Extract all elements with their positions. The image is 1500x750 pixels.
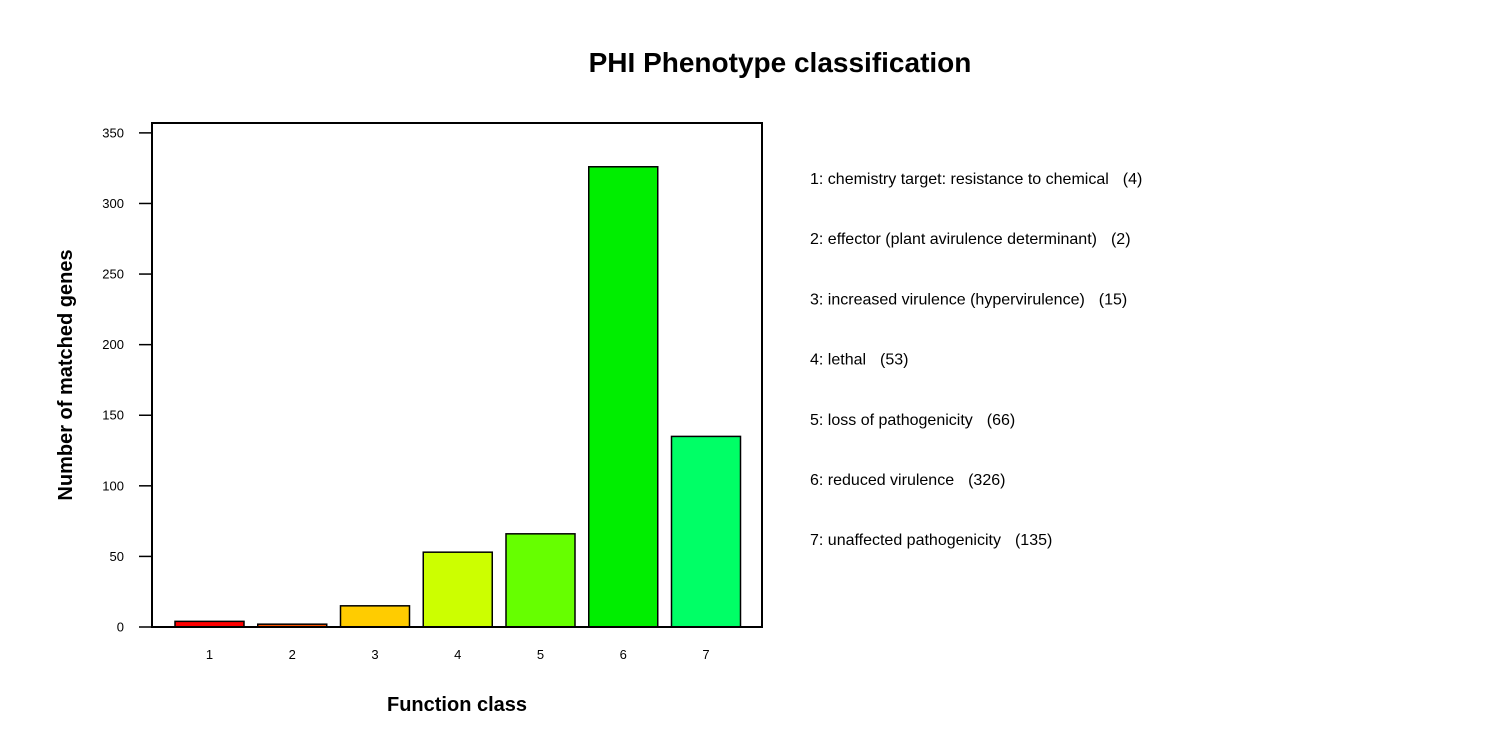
y-tick-label: 0 — [117, 620, 124, 635]
legend-item-label: 1: chemistry target: resistance to chemi… — [810, 171, 1109, 188]
y-tick-label: 350 — [102, 125, 124, 140]
x-axis-ticks: 1 2 3 4 5 6 7 — [206, 647, 710, 662]
bar-4 — [422, 551, 493, 628]
x-tick-label: 1 — [206, 647, 213, 662]
legend-item-6: 6: reduced virulence (326) — [810, 472, 1005, 489]
y-tick-label: 100 — [102, 478, 124, 493]
x-tick-label: 3 — [371, 647, 378, 662]
y-axis-label: Number of matched genes — [55, 249, 77, 500]
x-tick-label: 6 — [620, 647, 627, 662]
y-tick-label: 150 — [102, 408, 124, 423]
bar-6 — [588, 166, 659, 628]
legend-item-label: 6: reduced virulence — [810, 472, 954, 489]
y-tick-label: 300 — [102, 196, 124, 211]
legend-item-label: 2: effector (plant avirulence determinan… — [810, 231, 1097, 248]
legend-item-label: 7: unaffected pathogenicity — [810, 532, 1001, 549]
legend-item-label: 3: increased virulence (hypervirulence) — [810, 291, 1085, 308]
legend-item-count: (53) — [880, 352, 908, 369]
bar-7 — [670, 435, 742, 628]
legend-item-count: (15) — [1099, 291, 1127, 308]
legend-item-1: 1: chemistry target: resistance to chemi… — [810, 171, 1142, 188]
x-tick-label: 5 — [537, 647, 544, 662]
plot-frame — [151, 122, 763, 628]
y-tick-label: 50 — [110, 549, 124, 564]
x-tick-label: 4 — [454, 647, 461, 662]
legend-item-count: (66) — [987, 412, 1015, 429]
x-tick-label: 2 — [289, 647, 296, 662]
y-tick-label: 250 — [102, 267, 124, 282]
legend-item-5: 5: loss of pathogenicity (66) — [810, 412, 1015, 429]
y-tick-label: 200 — [102, 337, 124, 352]
x-tick-label: 7 — [702, 647, 709, 662]
legend-item-label: 5: loss of pathogenicity — [810, 412, 973, 429]
bar-3 — [339, 605, 411, 628]
bars-group — [174, 166, 742, 628]
legend-item-count: (326) — [968, 472, 1005, 489]
legend-item-7: 7: unaffected pathogenicity (135) — [810, 532, 1052, 549]
y-axis: 0 50 100 150 200 250 300 350 — [102, 125, 152, 635]
legend-item-label: 4: lethal — [810, 352, 866, 369]
x-axis-label: Function class — [387, 694, 527, 716]
bar-5 — [505, 533, 576, 628]
chart-title: PHI Phenotype classification — [589, 47, 972, 78]
legend-item-4: 4: lethal (53) — [810, 352, 909, 369]
legend-item-2: 2: effector (plant avirulence determinan… — [810, 231, 1131, 248]
legend-item-count: (135) — [1015, 532, 1052, 549]
legend: 1: chemistry target: resistance to chemi… — [810, 171, 1142, 549]
legend-item-count: (4) — [1123, 171, 1143, 188]
legend-item-3: 3: increased virulence (hypervirulence) (… — [810, 291, 1127, 308]
legend-item-count: (2) — [1111, 231, 1131, 248]
